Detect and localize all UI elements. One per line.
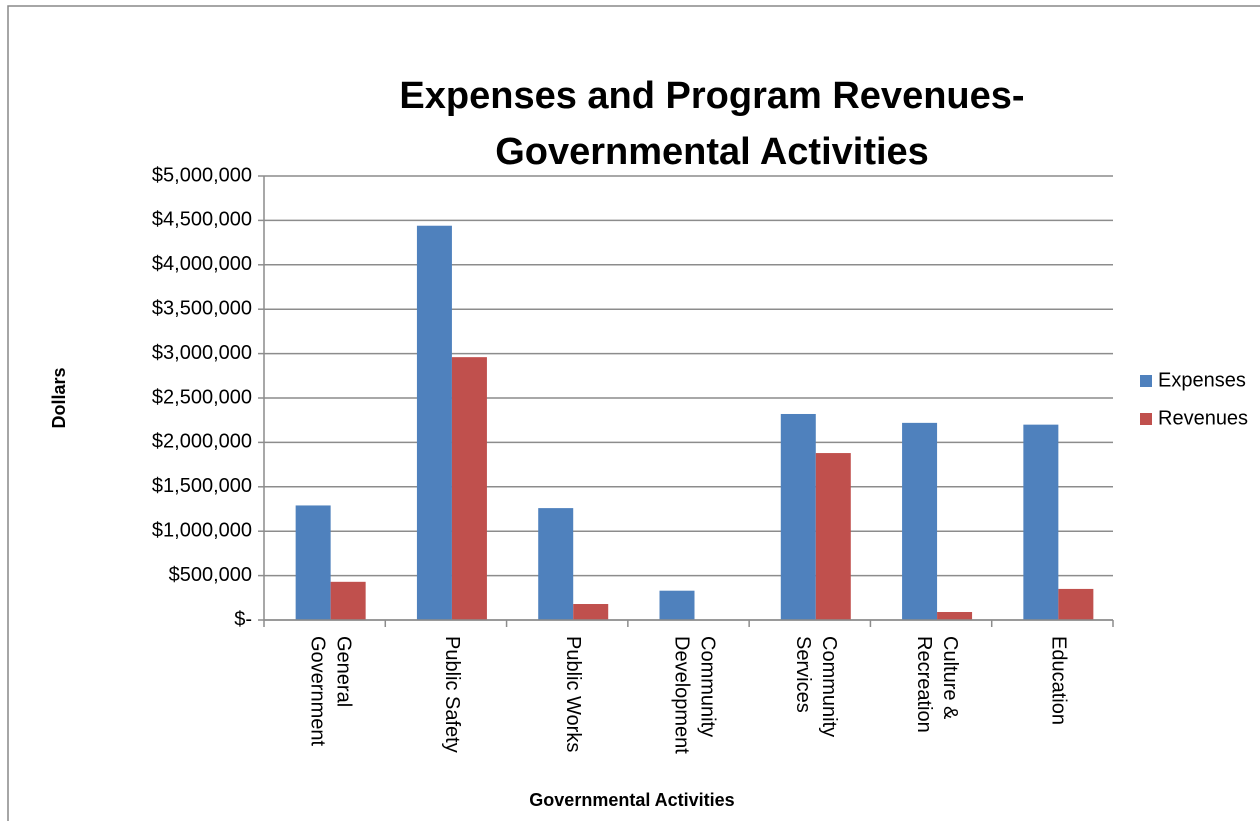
legend-label: Expenses [1158,369,1246,391]
bar [815,453,851,620]
y-tick-label: $3,000,000 [152,342,252,364]
bar [295,505,331,620]
chart-border [7,5,1260,821]
y-axis-label: Dollars [49,367,69,428]
bar [902,422,938,620]
chart-title: Expenses and Program Revenues-Government… [399,75,1025,173]
y-tick-label: $2,000,000 [152,431,252,453]
bar [416,225,452,620]
bar [780,413,816,620]
y-tick-label: $5,000,000 [152,164,252,186]
x-tick-label: Culture & Recreation [913,636,962,733]
bar [1023,424,1059,620]
bar [451,357,487,620]
bar [659,590,695,620]
y-tick-label: $2,500,000 [152,386,252,408]
bar [937,612,973,620]
legend-swatch [1140,375,1152,387]
bar [330,581,366,620]
bar [538,508,574,620]
x-tick-label: Public Works [562,636,585,753]
bar [1058,588,1094,620]
x-tick-label: Community Development [670,636,719,754]
y-tick-label: $- [234,608,252,630]
y-tick-label: $4,000,000 [152,253,252,275]
bar [573,604,609,620]
x-tick-label: Community Services [791,636,840,738]
legend-swatch [1140,413,1152,425]
y-tick-label: $1,000,000 [152,519,252,541]
y-tick-label: $4,500,000 [152,209,252,231]
x-tick-label: General Government [306,636,355,747]
x-tick-label: Public Safety [440,636,463,753]
legend-label: Revenues [1158,407,1248,429]
y-tick-label: $1,500,000 [152,475,252,497]
y-tick-label: $3,500,000 [152,297,252,319]
y-tick-label: $500,000 [169,564,252,586]
x-axis-label: Governmental Activities [529,790,734,810]
x-tick-label: Education [1047,636,1070,725]
